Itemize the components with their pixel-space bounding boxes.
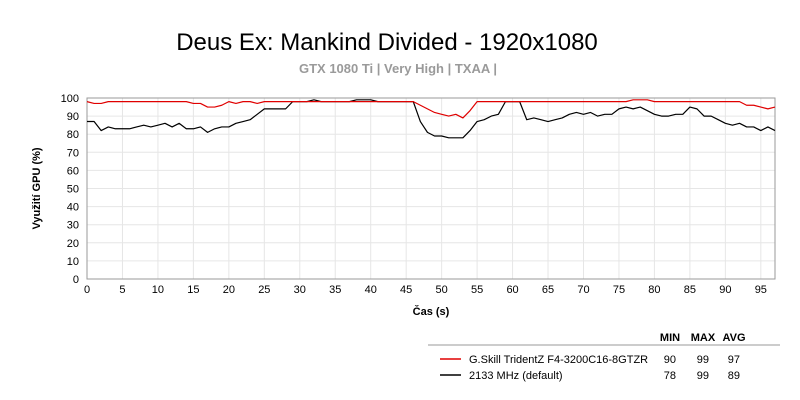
series-lines xyxy=(86,99,776,139)
x-tick-label-20: 20 xyxy=(223,284,235,296)
legend-avg-gskill: 97 xyxy=(728,354,740,366)
y-tick-label-60: 60 xyxy=(67,165,79,177)
x-tick-label-0: 0 xyxy=(84,284,90,296)
x-tick-label-90: 90 xyxy=(719,284,731,296)
legend-max-gskill: 99 xyxy=(697,354,709,366)
legend-header-max: MAX xyxy=(691,332,716,344)
chart-subtitle: GTX 1080 Ti | Very High | TXAA | xyxy=(299,61,497,76)
y-tick-label-30: 30 xyxy=(67,220,79,232)
x-tick-label-85: 85 xyxy=(684,284,696,296)
x-tick-label-25: 25 xyxy=(258,284,270,296)
x-tick-label-60: 60 xyxy=(506,284,518,296)
legend-min-gskill: 90 xyxy=(664,354,676,366)
x-tick-label-75: 75 xyxy=(613,284,625,296)
y-tick-label-70: 70 xyxy=(67,147,79,159)
x-tick-label-70: 70 xyxy=(577,284,589,296)
legend-label-2133: 2133 MHz (default) xyxy=(469,370,563,382)
legend-max-2133: 99 xyxy=(697,370,709,382)
x-tick-label-45: 45 xyxy=(400,284,412,296)
series-line-gskill xyxy=(86,99,776,119)
y-tick-label-90: 90 xyxy=(67,111,79,123)
x-axis-title: Čas (s) xyxy=(413,305,450,318)
y-tick-label-20: 20 xyxy=(67,238,79,250)
series-line-2133 xyxy=(87,99,776,139)
legend-avg-2133: 89 xyxy=(728,370,740,382)
y-tick-label-0: 0 xyxy=(73,274,79,286)
y-axis-ticks: 0 10 20 30 40 50 60 70 80 90 100 xyxy=(61,93,79,286)
x-tick-label-95: 95 xyxy=(755,284,767,296)
x-tick-label-50: 50 xyxy=(436,284,448,296)
x-axis-ticks: 0 5 10 15 20 25 30 35 40 45 50 55 60 65 70 75 80 85 90 95 xyxy=(84,284,767,296)
x-tick-label-40: 40 xyxy=(365,284,377,296)
legend-min-2133: 78 xyxy=(664,370,676,382)
y-tick-label-10: 10 xyxy=(67,256,79,268)
y-tick-label-50: 50 xyxy=(67,184,79,196)
x-tick-label-65: 65 xyxy=(542,284,554,296)
legend-label-gskill: G.Skill TridentZ F4-3200C16-8GTZR xyxy=(469,354,648,366)
x-tick-label-15: 15 xyxy=(187,284,199,296)
legend: MIN MAX AVG G.Skill TridentZ F4-3200C16-… xyxy=(428,332,780,382)
chart-title: Deus Ex: Mankind Divided - 1920x1080 xyxy=(176,29,598,56)
x-tick-label-10: 10 xyxy=(152,284,164,296)
y-tick-label-100: 100 xyxy=(61,93,79,105)
x-tick-label-80: 80 xyxy=(648,284,660,296)
x-tick-label-5: 5 xyxy=(119,284,125,296)
plot-frame xyxy=(86,97,776,280)
y-tick-label-80: 80 xyxy=(67,129,79,141)
y-tick-label-40: 40 xyxy=(67,202,79,214)
legend-header-avg: AVG xyxy=(722,332,745,344)
y-axis-title: Využití GPU (%) xyxy=(31,147,43,229)
x-tick-label-35: 35 xyxy=(329,284,341,296)
x-tick-label-55: 55 xyxy=(471,284,483,296)
legend-header-min: MIN xyxy=(660,332,680,344)
x-tick-label-30: 30 xyxy=(294,284,306,296)
grid xyxy=(86,97,775,280)
